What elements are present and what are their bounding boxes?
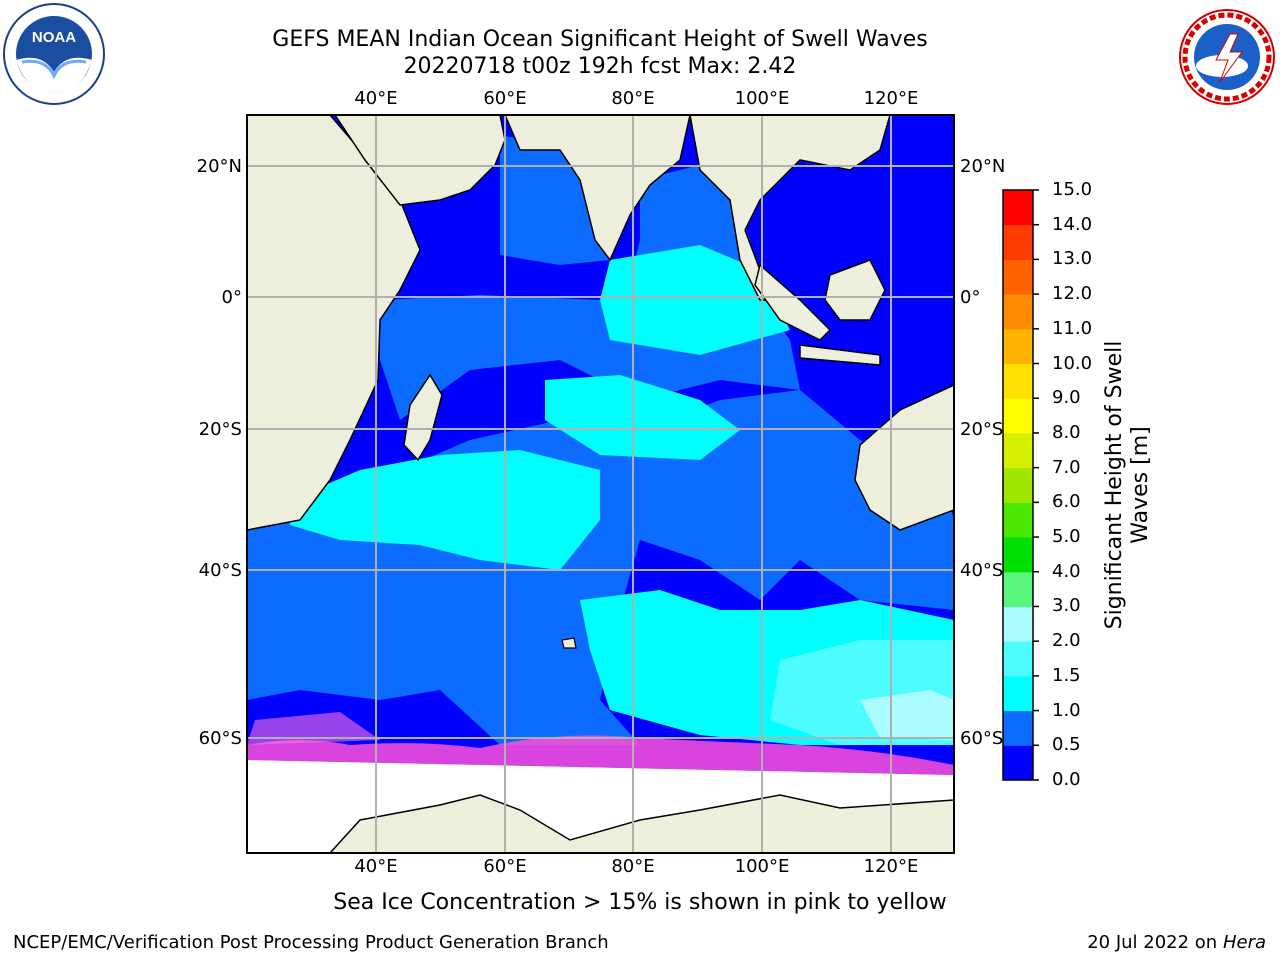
lat-label-left-40s: 40°S: [198, 560, 242, 581]
colorbar-segment: [1003, 606, 1033, 642]
lon-label-top-60e: 60°E: [483, 88, 527, 109]
lat-label-left-20s: 20°S: [198, 419, 242, 440]
colorbar-tick-label: 14.0: [1052, 213, 1093, 235]
lon-label-top-120e: 120°E: [863, 88, 919, 109]
colorbar-segment: [1003, 190, 1033, 226]
noaa-logo-text: NOAA: [32, 29, 76, 46]
footer-date: 20 Jul 2022 on Hera: [1087, 932, 1266, 953]
java: [799, 344, 881, 366]
footer-host: Hera: [1222, 932, 1266, 953]
lon-label-bottom-80e: 80°E: [611, 856, 655, 877]
colorbar-segment: [1003, 710, 1033, 746]
lon-label-bottom-40e: 40°E: [354, 856, 398, 877]
borneo: [824, 259, 886, 321]
lon-label-top-80e: 80°E: [611, 88, 655, 109]
chart-title: GEFS MEAN Indian Ocean Significant Heigh…: [272, 27, 928, 52]
colorbar-tick-label: 3.0: [1052, 595, 1081, 617]
swell-region-max: [860, 690, 954, 740]
swell-region-equatorial: [380, 295, 800, 420]
lon-label-bottom-60e: 60°E: [483, 856, 527, 877]
india: [504, 115, 691, 262]
colorbar-tick-label: 15.0: [1052, 179, 1093, 200]
sea-ice-patch-west: [247, 712, 380, 745]
lat-label-left-0: 0°: [221, 287, 242, 308]
colorbar-segment: [1003, 675, 1033, 712]
colorbar-tick-label: 7.0: [1052, 456, 1081, 478]
chart-subtitle-run: 20220718 t00z 192h fcst Max: 2.42: [403, 54, 797, 79]
sumatra: [754, 263, 832, 341]
colorbar-tick-label: 5.0: [1052, 526, 1081, 548]
colorbar-tick-label: 0.0: [1052, 769, 1081, 790]
lat-label-right-40s: 40°S: [960, 560, 1004, 581]
colorbar: [1002, 189, 1039, 781]
colorbar-tick-label: 6.0: [1052, 491, 1081, 513]
sea-ice-note: Sea Ice Concentration > 15% is shown in …: [333, 890, 947, 915]
lon-label-top-40e: 40°E: [354, 88, 398, 109]
kerguelen-island: [561, 637, 577, 649]
antarctica: [328, 794, 954, 853]
swell-region-southwest-cyan: [290, 450, 600, 570]
lon-label-bottom-120e: 120°E: [863, 856, 919, 877]
colorbar-segment: [1003, 294, 1033, 330]
colorbar-tick-label: 9.0: [1052, 387, 1081, 409]
footer-date-text: 20 Jul 2022 on: [1087, 932, 1223, 953]
map-frame: [246, 114, 955, 854]
colorbar-tick-label: 10.0: [1052, 352, 1093, 374]
lat-label-left-20n: 20°N: [196, 156, 242, 177]
swell-region-mid-cyan: [545, 375, 740, 460]
lat-label-right-20s: 20°S: [960, 419, 1004, 440]
australia: [854, 384, 954, 531]
lon-label-top-100e: 100°E: [734, 88, 790, 109]
colorbar-segment: [1003, 224, 1033, 260]
colorbar-label: Significant Height of Swell Waves [m]: [1102, 285, 1154, 685]
colorbar-segment: [1003, 398, 1033, 434]
madagascar: [403, 373, 443, 462]
colorbar-segment: [1003, 571, 1033, 607]
footer-credit: NCEP/EMC/Verification Post Processing Pr…: [13, 932, 609, 953]
colorbar-label-line2: Waves [m]: [1128, 426, 1153, 544]
southeast-asia: [689, 115, 891, 301]
sea-ice-edge: [247, 735, 954, 775]
colorbar-tick-label: 0.5: [1052, 734, 1081, 756]
colorbar-tick-label: 4.0: [1052, 560, 1081, 582]
colorbar-segment: [1003, 467, 1033, 503]
noaa-logo: NOAA: [2, 2, 106, 106]
colorbar-tick-label: 11.0: [1052, 317, 1093, 339]
colorbar-tick-label: 8.0: [1052, 421, 1081, 443]
lat-label-right-60s: 60°S: [960, 728, 1004, 749]
colorbar-segment: [1003, 502, 1033, 538]
colorbar-tick-label: 2.0: [1052, 630, 1081, 652]
colorbar-segment: [1003, 328, 1033, 365]
colorbar-segment: [1003, 259, 1033, 295]
colorbar-frame: [1002, 189, 1034, 781]
colorbar-tick-label: 1.5: [1052, 664, 1081, 686]
colorbar-segment: [1003, 745, 1033, 781]
colorbar-segment: [1003, 641, 1033, 677]
graticule: [247, 115, 954, 853]
lat-label-right-0: 0°: [960, 287, 981, 308]
swell-region-central-cyan: [600, 245, 790, 355]
colorbar-segment: [1003, 363, 1033, 399]
lat-label-left-60s: 60°S: [198, 728, 242, 749]
colorbar-tick-label: 13.0: [1052, 248, 1093, 270]
lon-label-bottom-100e: 100°E: [734, 856, 790, 877]
nws-logo: [1178, 8, 1276, 106]
colorbar-segment: [1003, 537, 1033, 573]
lat-label-right-20n: 20°N: [960, 156, 1006, 177]
colorbar-tick-label: 12.0: [1052, 283, 1093, 305]
colorbar-segment: [1003, 432, 1033, 469]
colorbar-label-line1: Significant Height of Swell: [1102, 340, 1127, 630]
colorbar-tick-label: 1.0: [1052, 699, 1081, 721]
